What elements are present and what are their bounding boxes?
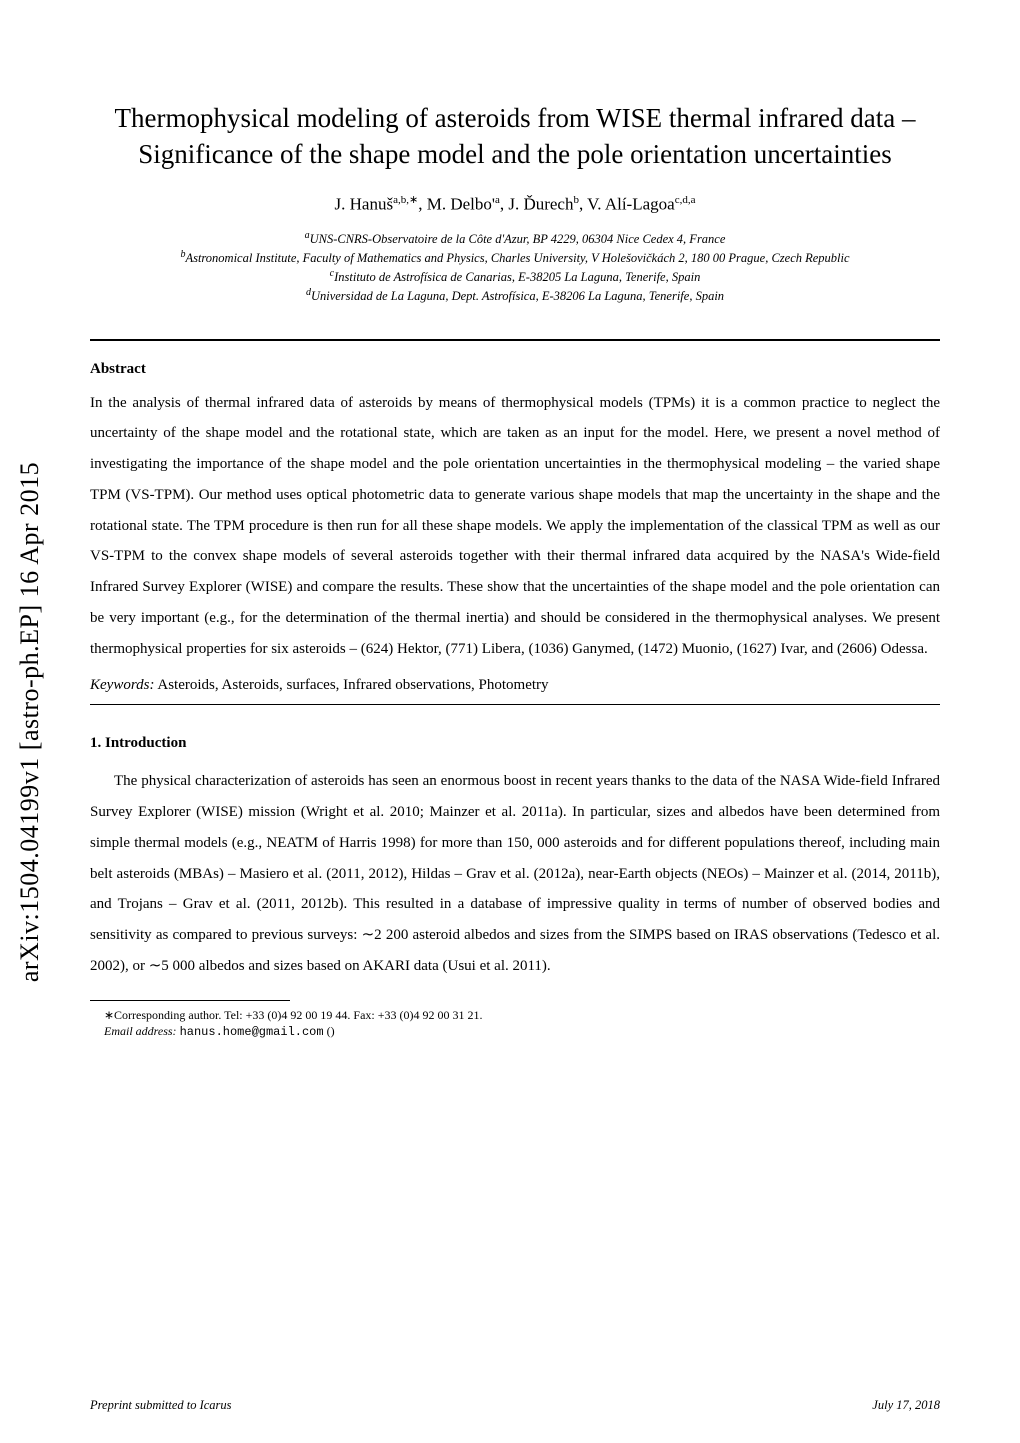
footer-right: July 17, 2018: [872, 1398, 940, 1413]
footnote-corresponding: ∗Corresponding author. Tel: +33 (0)4 92 …: [90, 1007, 940, 1024]
keywords-text: Asteroids, Asteroids, surfaces, Infrared…: [154, 677, 548, 693]
author-list: J. Hanuša,b,∗, M. Delbo'a, J. Ďurechb, V…: [90, 193, 940, 215]
arxiv-id: arXiv:1504.04199v1 [astro-ph.EP] 16 Apr …: [15, 461, 45, 981]
page-content: Thermophysical modeling of asteroids fro…: [60, 0, 1020, 1443]
footer-left: Preprint submitted to Icarus: [90, 1398, 232, 1413]
keywords-label: Keywords:: [90, 677, 154, 693]
rule-top: [90, 339, 940, 341]
keywords: Keywords: Asteroids, Asteroids, surfaces…: [90, 670, 940, 700]
footnote-email-suffix: (): [324, 1024, 335, 1038]
section-1-heading: 1. Introduction: [90, 735, 940, 752]
footnote-email-address: hanus.home@gmail.com: [180, 1025, 324, 1039]
footnote-rule: [90, 1000, 290, 1001]
paper-title: Thermophysical modeling of asteroids fro…: [90, 100, 940, 173]
intro-paragraph: The physical characterization of asteroi…: [90, 766, 940, 981]
affiliations: aUNS-CNRS-Observatoire de la Côte d'Azur…: [90, 229, 940, 305]
abstract-heading: Abstract: [90, 361, 940, 378]
footnote-email: Email address: hanus.home@gmail.com (): [90, 1023, 940, 1041]
footnote-email-label: Email address:: [104, 1024, 180, 1038]
rule-bottom: [90, 704, 940, 705]
footer: Preprint submitted to Icarus July 17, 20…: [90, 1384, 940, 1413]
abstract-body: In the analysis of thermal infrared data…: [90, 388, 940, 665]
arxiv-sidebar: arXiv:1504.04199v1 [astro-ph.EP] 16 Apr …: [0, 0, 60, 1443]
